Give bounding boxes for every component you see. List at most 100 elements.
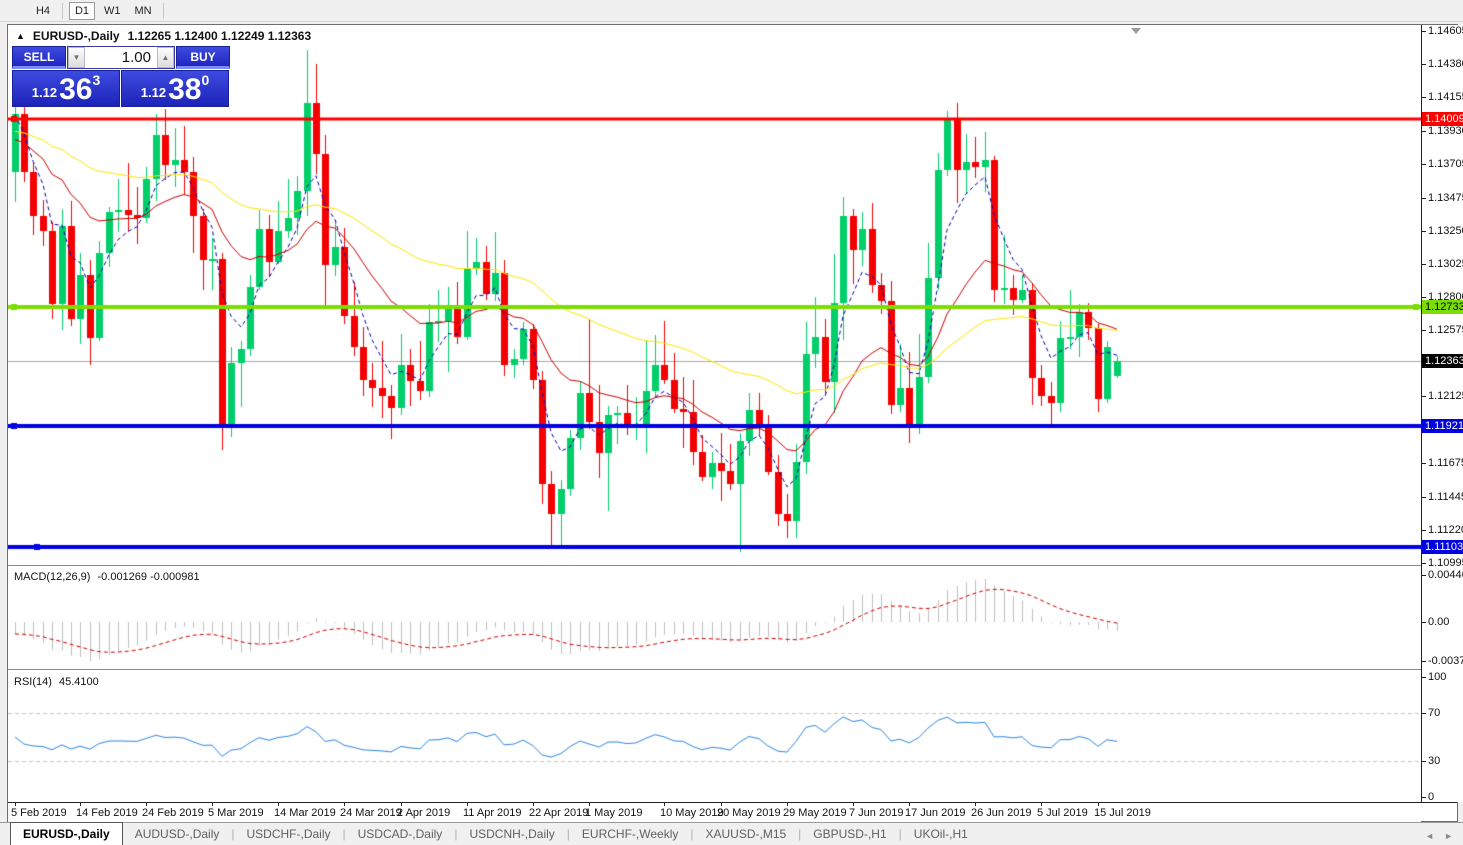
macd-axis-label: 0.00 xyxy=(1422,616,1449,629)
date-tick-mark xyxy=(909,802,910,806)
date-tick-mark xyxy=(344,802,345,806)
price-tick-label: 1.10995 xyxy=(1428,556,1463,569)
date-tick-mark xyxy=(278,802,279,806)
macd-indicator-canvas[interactable] xyxy=(8,567,1421,669)
buy-button[interactable]: BUY xyxy=(176,46,230,69)
timeframe-button-w1[interactable]: W1 xyxy=(104,4,121,17)
tab-usdcad-daily[interactable]: USDCAD-,Daily xyxy=(357,827,443,841)
price-tick: 1.14155 xyxy=(1422,91,1463,104)
price-tick-label: 1.11675 xyxy=(1428,456,1463,469)
main-chart-canvas[interactable] xyxy=(8,25,1421,565)
price-badge: 1.11103 xyxy=(1422,539,1463,554)
tick-mark xyxy=(1422,263,1426,265)
price-tick: 1.13930 xyxy=(1422,125,1463,138)
price-badge: 1.12363 xyxy=(1422,354,1463,369)
rsi-indicator-canvas[interactable] xyxy=(8,671,1421,802)
price-tick-label: 1.12575 xyxy=(1428,324,1463,337)
date-tick-mark xyxy=(853,802,854,806)
price-tick: 1.13705 xyxy=(1422,158,1463,171)
macd-tick-label: 0.00 xyxy=(1428,616,1450,628)
price-tick: 1.11675 xyxy=(1422,457,1463,470)
rsi-value: 45.4100 xyxy=(58,676,99,688)
volume-increase-button[interactable]: ▲ xyxy=(157,47,174,68)
symbol-tab-bar: EURUSD-,Daily AUDUSD-,Daily | USDCHF-,Daily… xyxy=(0,822,1463,845)
timeframe-button-mn[interactable]: MN xyxy=(134,4,152,17)
price-tick: 1.13025 xyxy=(1422,258,1463,271)
tick-mark xyxy=(1422,462,1426,464)
tab-eurchf-weekly[interactable]: EURCHF-,Weekly xyxy=(581,827,679,841)
trade-controls-row: SELL ▼ ▲ BUY xyxy=(12,46,231,69)
tick-mark xyxy=(1422,97,1426,99)
tab-scroll-right-button[interactable]: ► xyxy=(1444,831,1453,841)
rsi-axis-label: 70 xyxy=(1422,707,1440,720)
volume-decrease-button[interactable]: ▼ xyxy=(68,47,85,68)
date-tick-mark xyxy=(1041,802,1042,806)
time-axis-line xyxy=(8,802,1457,803)
price-tick: 1.12125 xyxy=(1422,390,1463,403)
toolbar-separator xyxy=(162,2,164,19)
volume-input[interactable] xyxy=(85,47,157,68)
price-tick-label: 1.11445 xyxy=(1428,490,1463,503)
price-tick: 1.14605 xyxy=(1422,25,1463,38)
chart-shift-icon[interactable] xyxy=(1131,28,1141,34)
price-tick: 1.13250 xyxy=(1422,225,1463,238)
date-tick-mark xyxy=(80,802,81,806)
tab-audusd-daily[interactable]: AUDUSD-,Daily xyxy=(134,827,220,841)
macd-axis-label: -0.003715 xyxy=(1422,655,1463,668)
pane-separator[interactable] xyxy=(8,669,1457,671)
tick-mark xyxy=(1422,163,1426,165)
tab-separator: | xyxy=(454,827,458,841)
tab-separator: | xyxy=(898,827,902,841)
date-label: 2 Apr 2019 xyxy=(397,807,451,819)
macd-tick-label: -0.003715 xyxy=(1428,655,1463,668)
chevron-down-icon: ▼ xyxy=(72,53,81,62)
tick-mark xyxy=(1422,797,1426,798)
sell-price-button[interactable]: 1.12 36 3 xyxy=(12,70,120,107)
tab-xauusd-m15[interactable]: XAUUSD-,M15 xyxy=(705,827,787,841)
rsi-label: RSI(14) xyxy=(14,676,52,688)
chevron-up-icon: ▲ xyxy=(161,53,170,62)
price-tick: 1.13475 xyxy=(1422,192,1463,205)
tick-mark xyxy=(1422,297,1426,299)
date-tick-mark xyxy=(212,802,213,806)
macd-tick-label: 0.004465 xyxy=(1428,569,1463,581)
tick-mark xyxy=(1422,330,1426,332)
tick-mark xyxy=(1422,529,1426,531)
timeframe-button-h4[interactable]: H4 xyxy=(35,4,51,17)
date-label: 29 May 2019 xyxy=(783,807,847,819)
sell-price-pips: 36 xyxy=(59,73,93,106)
rsi-label-row: RSI(14) 45.4100 xyxy=(14,676,103,688)
macd-label-row: MACD(12,26,9) -0.001269 -0.000981 xyxy=(14,571,204,583)
price-scale-separator xyxy=(1421,25,1422,802)
tab-usdcnh-daily[interactable]: USDCNH-,Daily xyxy=(469,827,555,841)
timeframe-button-d1[interactable]: D1 xyxy=(69,1,95,20)
macd-values: -0.001269 -0.000981 xyxy=(97,571,200,583)
tab-separator: | xyxy=(342,827,346,841)
tab-usdchf-daily[interactable]: USDCHF-,Daily xyxy=(246,827,331,841)
tick-mark xyxy=(1422,661,1426,663)
rsi-axis-label: 30 xyxy=(1422,755,1440,768)
sell-price-prefix: 1.12 xyxy=(31,85,58,100)
tab-eurusd-daily[interactable]: EURUSD-,Daily xyxy=(10,822,123,845)
price-badge: 1.12733 xyxy=(1422,299,1463,314)
tab-ukoil-h1[interactable]: UKOil-,H1 xyxy=(913,827,968,841)
buy-price-button[interactable]: 1.12 38 0 xyxy=(121,70,229,107)
date-label: 14 Feb 2019 xyxy=(76,807,138,819)
buy-price-point: 0 xyxy=(201,72,210,88)
macd-axis-label: 0.004465 xyxy=(1422,569,1463,582)
date-label: 26 Jun 2019 xyxy=(971,807,1032,819)
tick-mark xyxy=(1422,575,1426,576)
price-tick: 1.14380 xyxy=(1422,58,1463,71)
date-tick-mark xyxy=(146,802,147,806)
macd-label: MACD(12,26,9) xyxy=(14,571,91,583)
price-tick-label: 1.13930 xyxy=(1428,124,1463,137)
rsi-tick-label: 30 xyxy=(1428,755,1441,767)
tab-gbpusd-h1[interactable]: GBPUSD-,H1 xyxy=(813,827,887,841)
sell-button[interactable]: SELL xyxy=(12,46,66,69)
tab-scroll-left-button[interactable]: ◄ xyxy=(1425,831,1435,841)
collapse-panel-icon[interactable]: ▲ xyxy=(16,31,25,41)
chart-title-row: ▲ EURUSD-,Daily 1.12265 1.12400 1.12249 … xyxy=(16,29,311,43)
tick-mark xyxy=(1422,713,1426,714)
date-label: 17 Jun 2019 xyxy=(905,807,966,819)
pane-separator[interactable] xyxy=(8,565,1457,567)
